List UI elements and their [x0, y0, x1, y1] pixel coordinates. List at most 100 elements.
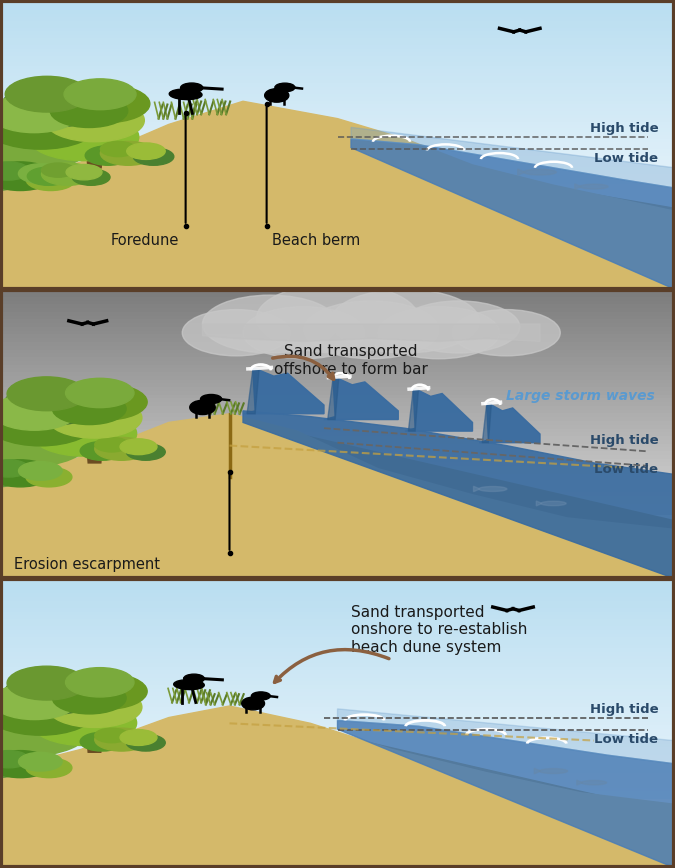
- Polygon shape: [31, 740, 50, 764]
- Circle shape: [0, 704, 89, 756]
- Circle shape: [200, 394, 221, 404]
- Circle shape: [63, 384, 147, 420]
- Circle shape: [42, 163, 93, 185]
- Circle shape: [0, 415, 89, 467]
- Polygon shape: [243, 367, 324, 414]
- Circle shape: [5, 76, 88, 112]
- Ellipse shape: [581, 780, 607, 785]
- Polygon shape: [338, 709, 675, 764]
- Polygon shape: [324, 376, 398, 419]
- Circle shape: [256, 284, 418, 353]
- Text: Large storm waves: Large storm waves: [506, 390, 655, 404]
- Polygon shape: [351, 139, 675, 289]
- Circle shape: [7, 667, 86, 700]
- Text: High tide: High tide: [589, 703, 658, 716]
- Circle shape: [4, 384, 101, 425]
- Polygon shape: [31, 451, 50, 475]
- Text: Low tide: Low tide: [594, 733, 658, 746]
- Circle shape: [101, 141, 136, 156]
- Ellipse shape: [580, 184, 608, 189]
- Circle shape: [18, 462, 62, 480]
- Ellipse shape: [169, 89, 202, 100]
- Circle shape: [64, 79, 136, 109]
- Polygon shape: [202, 324, 540, 341]
- Circle shape: [26, 758, 72, 778]
- Circle shape: [80, 733, 124, 751]
- Circle shape: [65, 378, 134, 408]
- Circle shape: [0, 688, 95, 735]
- Circle shape: [182, 310, 290, 356]
- Circle shape: [28, 167, 70, 186]
- Circle shape: [53, 393, 126, 424]
- Polygon shape: [534, 768, 541, 774]
- Circle shape: [251, 692, 270, 700]
- Polygon shape: [479, 402, 540, 443]
- Polygon shape: [405, 388, 472, 431]
- Ellipse shape: [265, 89, 289, 102]
- Ellipse shape: [242, 697, 265, 710]
- Circle shape: [398, 301, 520, 353]
- Text: Erosion escarpment: Erosion escarpment: [14, 557, 159, 572]
- Circle shape: [120, 730, 157, 746]
- Polygon shape: [338, 720, 675, 868]
- Circle shape: [378, 306, 500, 358]
- Circle shape: [95, 728, 129, 743]
- Circle shape: [0, 751, 29, 768]
- Polygon shape: [327, 378, 339, 419]
- Circle shape: [66, 164, 102, 180]
- Polygon shape: [351, 128, 675, 188]
- Circle shape: [63, 674, 147, 709]
- Circle shape: [0, 94, 79, 133]
- Circle shape: [2, 83, 105, 127]
- Circle shape: [0, 394, 77, 431]
- Circle shape: [95, 437, 148, 460]
- Circle shape: [202, 295, 338, 353]
- Polygon shape: [0, 706, 675, 868]
- Circle shape: [26, 467, 72, 487]
- Circle shape: [4, 673, 101, 714]
- Circle shape: [243, 306, 364, 358]
- Circle shape: [47, 398, 142, 438]
- Polygon shape: [0, 419, 675, 579]
- Polygon shape: [473, 486, 480, 491]
- Text: High tide: High tide: [589, 122, 658, 135]
- Polygon shape: [86, 147, 103, 168]
- Polygon shape: [247, 369, 259, 414]
- Text: Sand transported
onshore to re-establish
beach dune system: Sand transported onshore to re-establish…: [351, 605, 527, 654]
- Circle shape: [133, 148, 174, 165]
- Circle shape: [80, 442, 124, 460]
- Circle shape: [7, 377, 86, 411]
- Polygon shape: [518, 169, 525, 175]
- Polygon shape: [576, 780, 583, 785]
- Circle shape: [0, 460, 52, 487]
- Ellipse shape: [190, 400, 215, 415]
- Circle shape: [181, 83, 202, 93]
- Circle shape: [0, 751, 52, 778]
- Ellipse shape: [173, 680, 205, 689]
- Circle shape: [452, 310, 560, 356]
- Circle shape: [65, 667, 134, 697]
- Polygon shape: [0, 110, 675, 289]
- Polygon shape: [0, 712, 675, 868]
- Circle shape: [61, 85, 150, 122]
- Text: Beach berm: Beach berm: [272, 233, 360, 248]
- Polygon shape: [536, 501, 542, 506]
- Circle shape: [126, 734, 165, 751]
- Circle shape: [18, 164, 65, 183]
- Circle shape: [0, 399, 95, 446]
- Circle shape: [18, 753, 62, 771]
- Polygon shape: [575, 184, 581, 189]
- Ellipse shape: [479, 486, 507, 491]
- Circle shape: [331, 289, 479, 353]
- Circle shape: [0, 460, 29, 477]
- Circle shape: [53, 682, 126, 713]
- Polygon shape: [0, 102, 675, 289]
- Circle shape: [31, 700, 136, 746]
- Circle shape: [28, 113, 139, 161]
- Circle shape: [275, 83, 295, 92]
- Circle shape: [95, 728, 148, 751]
- Polygon shape: [31, 155, 50, 180]
- Circle shape: [31, 411, 136, 457]
- Circle shape: [0, 755, 23, 778]
- Polygon shape: [243, 411, 675, 579]
